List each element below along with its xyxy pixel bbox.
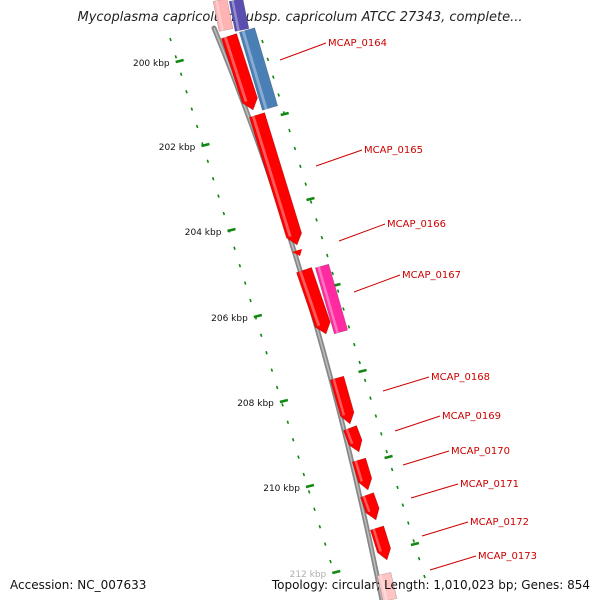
major-tick-mark [279,398,289,404]
gene-arrow-upstream-faded[interactable] [212,0,234,32]
gene-arrow-upstream[interactable] [228,0,250,32]
leader-line [429,555,477,571]
gene-arrow-mcap-0172[interactable] [369,525,392,561]
gene-label[interactable]: MCAP_0172 [470,517,529,528]
tick-label: 210 kbp [263,484,300,494]
gene-arrow-mcap-0167a[interactable] [296,267,331,335]
inner-tick-scale [169,37,332,564]
outer-tick-scale [261,39,426,579]
gene-arrow-mcap-0167a-shine [298,270,321,327]
gene-label[interactable]: MCAP_0170 [451,446,510,457]
gene-label[interactable]: MCAP_0165 [364,145,423,156]
tick-layer: 200 kbp 202 kbp 204 kbp 206 kbp 208 kbp 210 k… [133,37,426,580]
gene-label[interactable]: MCAP_0168 [431,372,490,383]
gene-label[interactable]: MCAP_0164 [328,38,387,49]
gene-arrow-mcap-0173-shine [379,574,388,600]
major-tick-mark [305,483,315,489]
gene-arrow-mcap-0169[interactable] [343,425,363,453]
gene-label[interactable]: MCAP_0166 [387,219,446,230]
leader-line [279,42,327,61]
gene-arrow-mcap-0171-shine [362,495,371,513]
major-tick-mark [384,454,393,460]
leader-line [338,223,386,242]
gene-arrow-mcap-0170-shine [354,460,363,482]
gene-arrow-mcap-0165-shine [251,115,292,238]
tick-label: 202 kbp [159,143,196,153]
major-tick-mark [201,142,210,148]
topology-summary: Topology: circular; Length: 1,010,023 bp… [271,578,590,592]
gene-arrow-mcap-0164-blue-shine [241,30,268,110]
gene-arrow-upstream-faded-shine [215,0,224,31]
gene-arrow-mcap-0167[interactable] [314,263,349,335]
accession-text: Accession: NC_007633 [10,578,147,592]
leader-line [315,149,363,167]
major-tick-mark [227,227,236,233]
major-tick-mark [331,569,341,575]
gene-arrow-mcap-0166[interactable] [292,249,302,256]
tick-label: 204 kbp [185,228,222,238]
gene-label[interactable]: MCAP_0173 [478,551,537,562]
leader-line [402,450,450,466]
gene-label[interactable]: MCAP_0169 [442,411,501,422]
tick-label: 200 kbp [133,59,170,69]
tick-label: 208 kbp [237,399,274,409]
gene-arrow-mcap-0171[interactable] [360,492,380,521]
gene-label[interactable]: MCAP_0171 [460,479,519,490]
gene-arrow-upstream-shine [231,0,240,31]
gene-arrow-mcap-0164-blue[interactable] [238,27,279,111]
map-title: Mycoplasma capricolum subsp. capricolum … [77,10,523,25]
gene-arrow-mcap-0173[interactable] [376,572,398,600]
gene-arrow-mcap-0165[interactable] [248,112,303,246]
leader-line [353,274,401,293]
leader-line [421,521,469,537]
major-tick-mark [306,196,315,202]
major-tick-mark [280,111,290,117]
leader-line [382,376,430,392]
tick-label: 212 kbp [290,570,327,580]
gene-arrow-mcap-0167-shine [317,266,339,334]
genes-layer [212,0,398,600]
major-tick-mark [410,541,420,547]
gene-arrow-mcap-0170[interactable] [351,457,373,491]
major-tick-mark [358,368,367,374]
major-tick-mark [253,313,263,319]
labels-layer: MCAP_0164 MCAP_0165 MCAP_0166 MCAP_0167 MCAP… [279,38,537,571]
gene-arrow-mcap-0169-shine [345,428,354,445]
gene-arrow-mcap-0168[interactable] [329,375,355,425]
gene-arrow-mcap-0164-shine [223,36,248,103]
leader-line [410,483,459,499]
gene-arrow-mcap-0164[interactable] [221,33,258,111]
gene-arrow-mcap-0168-shine [332,378,346,416]
major-tick-mark [175,58,184,64]
gene-label[interactable]: MCAP_0167 [402,270,461,281]
tick-label: 206 kbp [211,314,248,324]
leader-line [394,415,441,432]
gene-arrow-mcap-0172-shine [372,528,382,552]
